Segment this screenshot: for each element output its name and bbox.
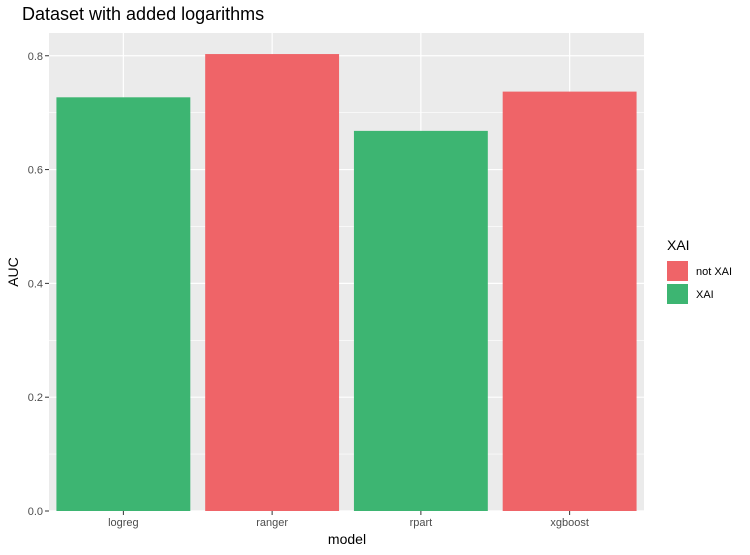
- legend-label: not XAI: [696, 266, 732, 278]
- chart-title: Dataset with added logarithms: [22, 4, 264, 24]
- bar-rpart: [353, 130, 488, 511]
- x-axis-title: model: [328, 531, 366, 547]
- y-tick-label: 0.8: [28, 51, 43, 63]
- bars: [56, 54, 637, 512]
- x-tick-label: logreg: [108, 517, 139, 529]
- bar-ranger: [205, 54, 340, 512]
- x-tick-label: ranger: [256, 517, 288, 529]
- y-tick-label: 0.6: [28, 165, 43, 177]
- legend-label: XAI: [696, 289, 714, 301]
- x-tick-label: xgboost: [550, 517, 589, 529]
- legend-title: XAI: [667, 237, 690, 253]
- legend-swatch: [667, 284, 688, 304]
- y-tick-label: 0.2: [28, 392, 43, 404]
- y-tick-label: 0.0: [28, 506, 43, 518]
- x-axis: logreg ranger rpart xgboost: [108, 511, 589, 529]
- bar-xgboost: [502, 91, 637, 511]
- x-tick-label: rpart: [410, 517, 433, 529]
- y-axis: 0.0 0.2 0.4 0.6 0.8: [28, 51, 49, 518]
- legend: XAI not XAI XAI: [667, 237, 732, 304]
- legend-swatch: [667, 261, 688, 281]
- y-tick-label: 0.4: [28, 278, 43, 290]
- bar-logreg: [56, 97, 191, 512]
- y-axis-title: AUC: [5, 257, 21, 287]
